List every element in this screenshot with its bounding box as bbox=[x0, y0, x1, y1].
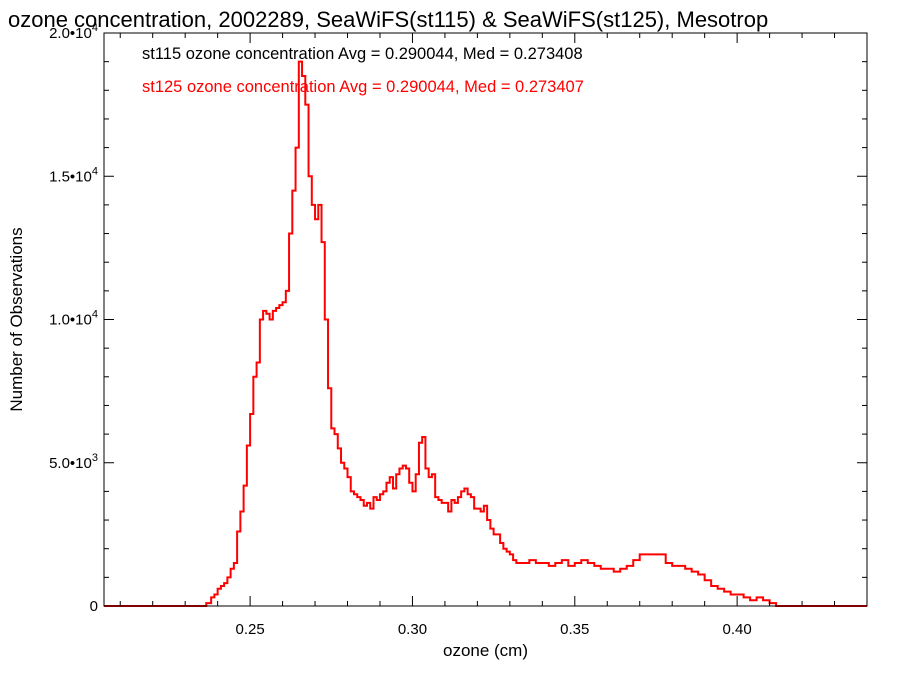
legend-entry-st125: st125 ozone concentration Avg = 0.290044… bbox=[142, 78, 584, 96]
y-tick-label: 2.0•104 bbox=[49, 22, 98, 42]
y-tick-label: 5.0•103 bbox=[49, 452, 98, 472]
y-tick-label: 1.5•104 bbox=[49, 165, 98, 185]
y-tick-label: 1.0•104 bbox=[49, 309, 98, 329]
x-tick-label: 0.25 bbox=[236, 621, 265, 638]
x-tick-label: 0.30 bbox=[398, 621, 427, 638]
plot-series-group bbox=[104, 60, 867, 607]
x-tick-label: 0.40 bbox=[723, 621, 752, 638]
x-tick-label: 0.35 bbox=[560, 621, 589, 638]
histogram-series-line bbox=[104, 60, 867, 607]
chart-title: ozone concentration, 2002289, SeaWiFS(st… bbox=[8, 7, 768, 32]
x-axis-label: ozone (cm) bbox=[443, 641, 528, 660]
y-axis-label: Number of Observations bbox=[7, 227, 26, 411]
x-axis-ticks: 0.25 0.30 0.35 0.40 bbox=[119, 33, 868, 638]
y-axis-ticks: 0 5.0•103 1.0•104 1.5•104 2.0•104 bbox=[49, 22, 867, 615]
legend-entry-st115: st115 ozone concentration Avg = 0.290044… bbox=[142, 45, 583, 63]
y-tick-label: 0 bbox=[90, 598, 98, 615]
